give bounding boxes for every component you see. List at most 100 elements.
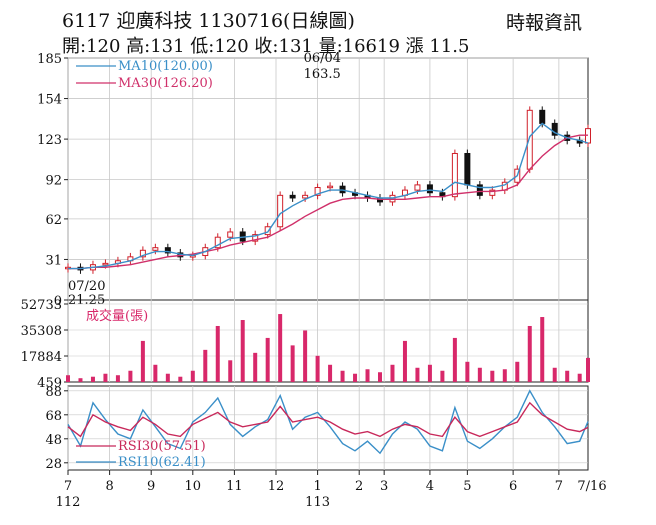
month-label: 2 <box>355 479 363 494</box>
candle-body <box>139 249 146 258</box>
volume-bar <box>440 370 445 382</box>
month-label: 5 <box>463 479 471 494</box>
year-label: 112 <box>56 495 81 510</box>
volume-bar <box>515 361 520 382</box>
end-date-label: 7/16 <box>577 479 606 494</box>
volume-bar <box>128 370 133 382</box>
volume-bar <box>502 369 507 382</box>
volume-tick-label: 52733 <box>21 298 62 313</box>
candle-body <box>551 122 558 136</box>
volume-bar <box>452 337 457 382</box>
volume-legend-label: 成交量(張) <box>86 308 148 324</box>
peak-date-label: 06/04 <box>304 51 341 66</box>
ma10-line <box>68 122 589 270</box>
volume-bar <box>228 360 233 382</box>
price-tick-label: 31 <box>45 253 62 268</box>
candle-body <box>489 189 496 196</box>
volume-bar <box>165 373 170 382</box>
volume-bar <box>527 325 532 382</box>
volume-bar <box>340 370 345 382</box>
candle-body <box>227 231 234 238</box>
candle-body <box>476 184 483 196</box>
candle-body <box>314 187 321 196</box>
volume-bar <box>240 320 245 382</box>
price-tick-label: 62 <box>45 213 62 228</box>
candle-body <box>464 152 471 186</box>
volume-bar <box>565 370 570 382</box>
volume-bar <box>290 345 295 382</box>
candle-body <box>164 247 171 254</box>
year-label: 113 <box>305 495 330 510</box>
chart-title: 6117 迎廣科技 1130716(日線圖) <box>62 10 355 32</box>
volume-bar <box>265 337 270 382</box>
volume-bar <box>353 373 358 382</box>
volume-bar <box>328 364 333 382</box>
volume-bar <box>315 355 320 382</box>
candle-body <box>414 184 421 191</box>
volume-bar <box>215 325 220 382</box>
month-label: 7 <box>64 479 72 494</box>
volume-bar <box>190 370 195 382</box>
month-label: 3 <box>380 479 388 494</box>
candle-body <box>426 184 433 194</box>
price-tick-label: 92 <box>45 174 62 189</box>
volume-bar <box>303 330 308 382</box>
candle-body <box>152 247 159 251</box>
volume-bar <box>115 375 120 382</box>
rsi-legend-label: RSI30(57.51) <box>118 439 206 454</box>
month-label: 9 <box>147 479 155 494</box>
volume-bar <box>203 349 208 382</box>
candle-body <box>252 234 259 242</box>
rsi30-line <box>67 401 589 438</box>
volume-bar <box>253 352 258 382</box>
volume-bar <box>402 340 407 382</box>
month-label: 6 <box>509 479 517 494</box>
month-label: 8 <box>105 479 113 494</box>
volume-bar <box>465 361 470 382</box>
volume-bar <box>552 367 557 382</box>
volume-bar <box>577 373 582 382</box>
volume-bar <box>78 378 83 382</box>
rsi-tick-label: 48 <box>45 433 62 448</box>
rsi-legend-label: RSI10(62.41) <box>118 455 206 470</box>
month-label: 4 <box>426 479 434 494</box>
volume-tick-label: 17884 <box>21 350 62 365</box>
rsi-tick-label: 88 <box>45 385 62 400</box>
volume-tick-label: 35308 <box>21 324 62 339</box>
legend-label: MA30(126.20) <box>118 76 213 91</box>
candle-body <box>451 152 458 198</box>
volume-bar <box>178 376 183 382</box>
volume-bar <box>378 372 382 382</box>
low-value-label: 21.25 <box>68 293 105 308</box>
volume-bar <box>140 340 145 382</box>
price-tick-label: 123 <box>37 133 62 148</box>
volume-bar <box>153 364 158 382</box>
volume-bar <box>427 364 432 382</box>
month-label: 12 <box>268 479 285 494</box>
candle-body <box>102 262 109 266</box>
price-tick-label: 0 <box>54 294 62 309</box>
month-label: 1 <box>313 479 321 494</box>
price-stats: 開:120 高:131 低:120 收:131 量:16619 漲 11.5 <box>62 36 470 57</box>
volume-bar <box>90 376 95 382</box>
source-label: 時報資訊 <box>506 12 583 34</box>
volume-bar <box>415 367 420 382</box>
price-tick-label: 185 <box>37 52 62 67</box>
candle-body <box>277 194 284 228</box>
candle-body <box>264 226 271 236</box>
volume-bar <box>278 314 283 382</box>
month-label: 10 <box>185 479 202 494</box>
candle-body <box>214 236 221 249</box>
ma30-line <box>68 134 588 270</box>
volume-bar <box>390 364 395 382</box>
volume-bar <box>477 367 482 382</box>
volume-bar <box>365 369 370 382</box>
volume-bar <box>586 357 590 382</box>
volume-bar <box>490 370 495 382</box>
month-label: 7 <box>555 479 563 494</box>
volume-bar <box>66 375 70 382</box>
candle-body <box>526 109 533 170</box>
legend-label: MA10(120.00) <box>118 59 213 74</box>
candle-body <box>539 109 546 124</box>
